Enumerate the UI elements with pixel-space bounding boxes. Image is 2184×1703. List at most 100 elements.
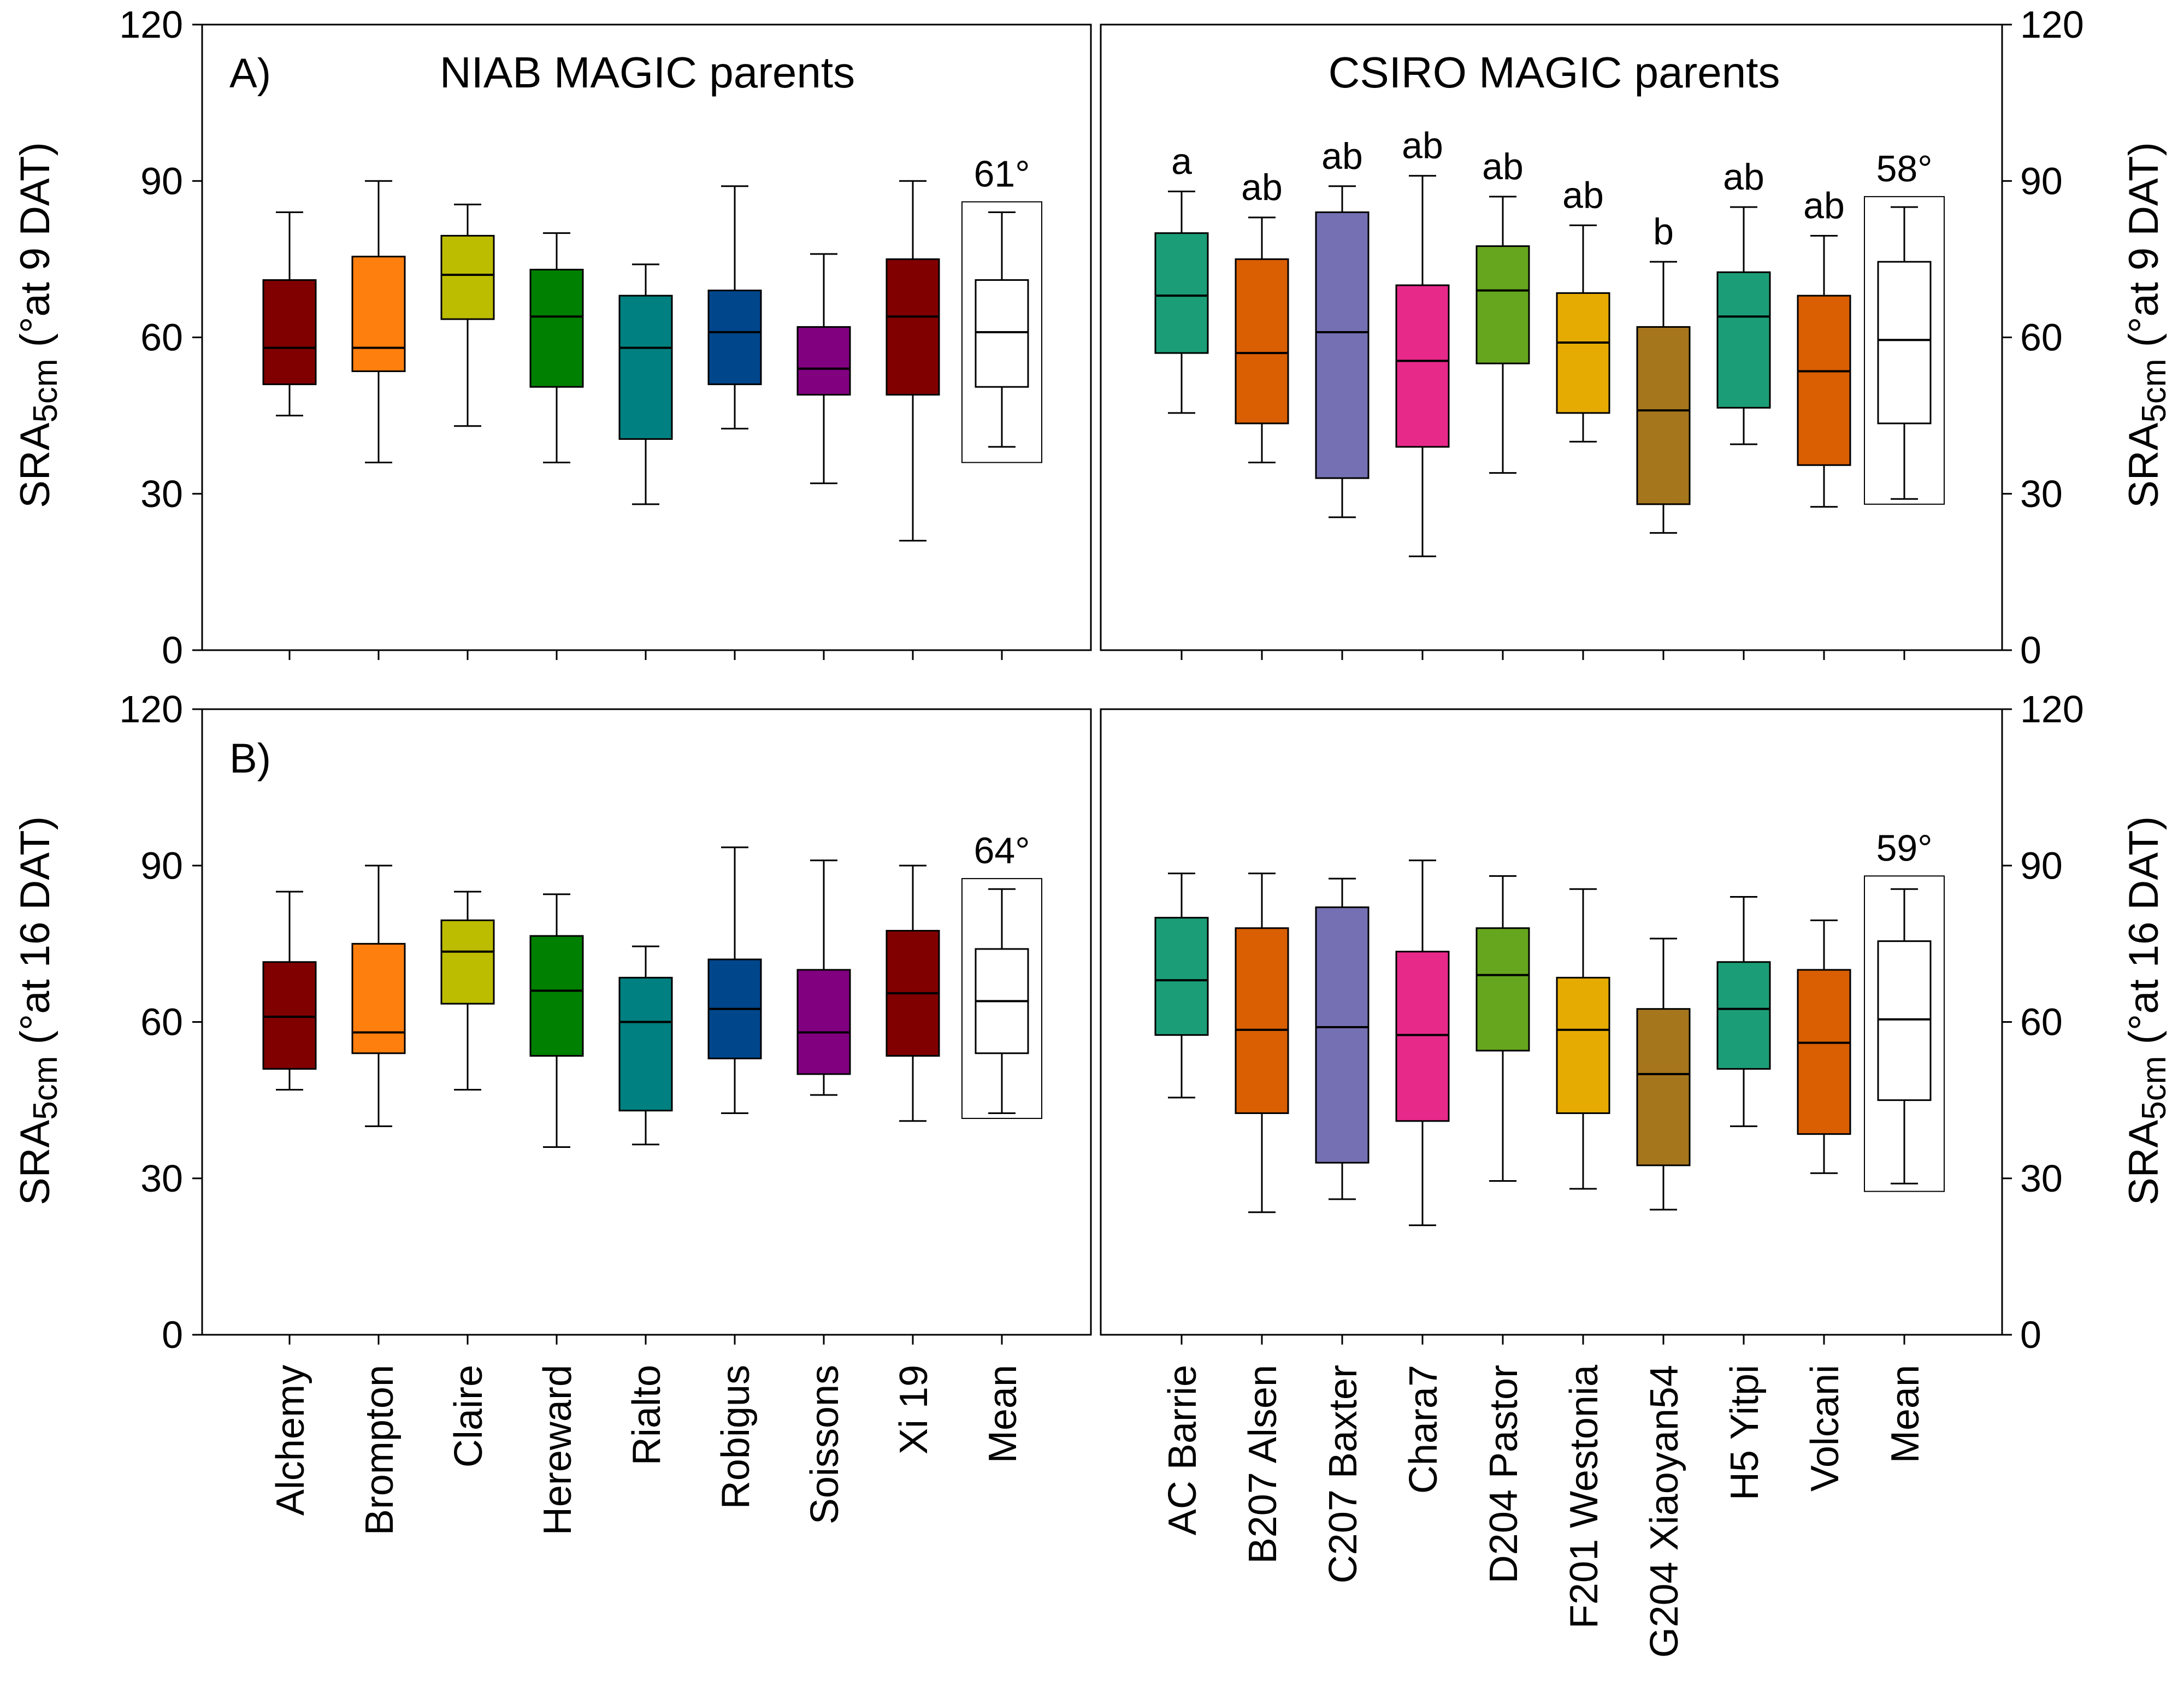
iqr-box	[1797, 969, 1851, 1135]
mean-value-label: 61°	[974, 153, 1030, 195]
x-category-label: B207 Alsen	[1241, 1365, 1285, 1564]
y-tick-label: 0	[2020, 1313, 2041, 1356]
x-category-label: Brompton	[358, 1365, 402, 1535]
box-rialto	[618, 945, 673, 1345]
iqr-box	[1315, 211, 1370, 479]
x-category-label: Rialto	[625, 1365, 669, 1465]
box-ac-barrie: a	[1154, 140, 1209, 660]
x-category-label: D204 Pastor	[1482, 1365, 1526, 1583]
mean-frame	[1864, 196, 1945, 505]
x-category-label: Mean	[1884, 1365, 1927, 1463]
y-tick-label: 30	[2020, 473, 2063, 515]
y-tick-label: 0	[2020, 629, 2041, 671]
y-axis-title-right-b: SRA5cm (°at 16 DAT)	[2121, 816, 2173, 1205]
x-category-label: C207 Baxter	[1321, 1365, 1365, 1583]
mean-frame	[961, 201, 1042, 463]
y-tick-label: 0	[162, 629, 183, 671]
y-tick-label: 60	[2020, 1001, 2063, 1044]
iqr-box	[1877, 261, 1932, 425]
box-xi-19	[886, 864, 940, 1345]
iqr-box	[707, 290, 762, 385]
iqr-box	[1154, 232, 1209, 354]
y-tick-label: 60	[140, 1001, 183, 1044]
iqr-box	[1556, 292, 1610, 414]
box-h5-yitpi	[1716, 896, 1771, 1345]
iqr-box	[1315, 906, 1370, 1164]
box-d204-pastor: ab	[1475, 146, 1530, 660]
box-soissons	[796, 859, 851, 1345]
box-chara7: ab	[1395, 125, 1450, 660]
iqr-box	[1395, 951, 1450, 1122]
iqr-box	[1556, 976, 1610, 1114]
box-ac-barrie	[1154, 873, 1209, 1345]
x-category-label: Mean	[981, 1365, 1025, 1463]
box-mean: 58°	[1864, 148, 1945, 660]
x-category-label: Volcani	[1803, 1365, 1847, 1492]
iqr-box	[440, 919, 495, 1005]
x-category-label: AC Barrie	[1161, 1365, 1205, 1535]
x-category-label: Soissons	[803, 1365, 847, 1524]
box-h5-yitpi: ab	[1716, 156, 1771, 660]
box-hereward	[529, 893, 584, 1345]
x-category-label: Xi 19	[892, 1365, 936, 1454]
box-soissons	[796, 253, 851, 660]
y-tick-label: 90	[2020, 844, 2063, 887]
y-tick-label: 30	[2020, 1157, 2063, 1200]
box-claire	[440, 891, 495, 1345]
box-brompton	[351, 864, 406, 1345]
iqr-box	[351, 256, 406, 373]
box-mean: 64°	[961, 830, 1042, 1345]
mean-frame	[1864, 875, 1945, 1192]
iqr-box	[1636, 326, 1691, 505]
box-brompton	[351, 180, 406, 660]
mean-value-label: 59°	[1876, 827, 1933, 869]
y-tick-label: 30	[140, 1157, 183, 1200]
y-tick-label: 120	[119, 3, 183, 46]
y-tick-label: 120	[2020, 3, 2084, 46]
box-mean: 61°	[961, 153, 1042, 660]
y-tick-label: 90	[2020, 160, 2063, 202]
x-category-label: H5 Yitpi	[1723, 1365, 1767, 1500]
iqr-box	[975, 279, 1029, 388]
x-category-label: Alchemy	[269, 1365, 312, 1516]
iqr-box	[796, 326, 851, 396]
x-category-label: Chara7	[1402, 1365, 1445, 1494]
box-mean: 59°	[1864, 827, 1945, 1345]
y-axis-title-left-b: SRA5cm (°at 16 DAT)	[12, 816, 64, 1205]
y-tick-label: 120	[119, 688, 183, 730]
mean-frame	[961, 878, 1042, 1119]
significance-letter: ab	[1402, 125, 1443, 167]
iqr-box	[440, 234, 495, 320]
x-category-label: Robigus	[714, 1365, 758, 1509]
x-category-label: Claire	[447, 1365, 491, 1468]
iqr-box	[796, 969, 851, 1075]
y-tick-label: 0	[162, 1313, 183, 1356]
iqr-box	[1154, 917, 1209, 1036]
box-b207-alsen	[1235, 873, 1289, 1345]
x-category-label: G204 Xiaoyan54	[1643, 1365, 1686, 1658]
iqr-box	[1797, 294, 1851, 466]
box-chara7	[1395, 859, 1450, 1345]
iqr-box	[1395, 284, 1450, 448]
x-category-label: Hereward	[536, 1365, 580, 1535]
significance-letter: ab	[1803, 185, 1845, 226]
x-category-label: F201 Westonia	[1562, 1364, 1606, 1629]
mean-value-label: 64°	[974, 830, 1030, 871]
box-g204-xiaoyan54	[1636, 938, 1691, 1345]
csiro-group-title: CSIRO MAGIC parents	[1329, 48, 1780, 97]
iqr-box	[262, 279, 317, 385]
box-c207-baxter	[1315, 877, 1370, 1345]
iqr-box	[1235, 258, 1289, 425]
y-tick-label: 90	[140, 160, 183, 202]
y-axis-title-left-a: SRA5cm (°at 9 DAT)	[12, 142, 64, 508]
iqr-box	[1235, 927, 1289, 1114]
box-alchemy	[262, 891, 317, 1345]
iqr-box	[618, 976, 673, 1112]
significance-letter: ab	[1321, 135, 1363, 177]
x-category-labels: Alchemy Brompton Claire Hereward Rialto Robig…	[269, 1364, 1927, 1658]
box-volcani	[1797, 919, 1851, 1345]
box-robigus	[707, 185, 762, 660]
box-b207-alsen: ab	[1235, 167, 1289, 660]
